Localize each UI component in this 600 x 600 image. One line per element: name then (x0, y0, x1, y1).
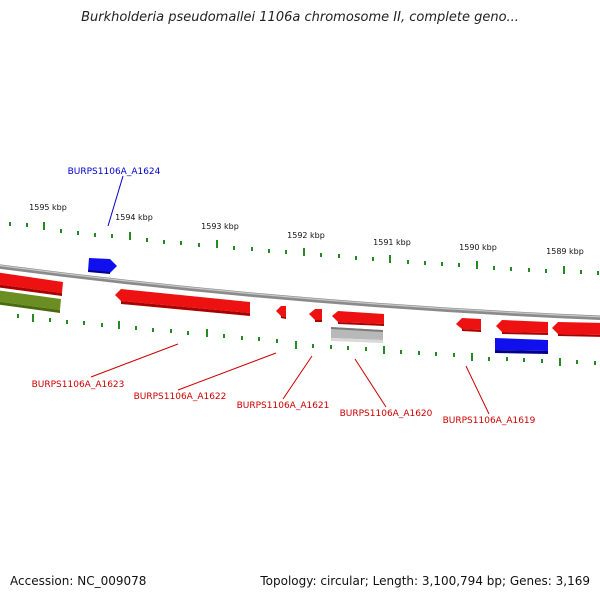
tick-label: 1592 kbp (287, 231, 325, 240)
tick-label: 1595 kbp (29, 203, 67, 212)
leader-line-a1624 (107, 175, 124, 227)
pseudo-gene[interactable] (331, 327, 383, 343)
gene-red-right-1[interactable] (496, 320, 548, 335)
genome-summary-text: Topology: circular; Length: 3,100,794 bp… (260, 574, 590, 588)
tick-label: 1594 kbp (115, 213, 153, 222)
gene-blue-lower[interactable] (495, 338, 548, 354)
gene-burps1106a-a1623[interactable] (115, 289, 250, 316)
gene-burps1106a-a1619[interactable] (456, 318, 481, 332)
chromosome-backbone (0, 264, 600, 321)
tick-labels: 1595 kbp 1594 kbp 1593 kbp 1592 kbp 1591… (29, 203, 584, 256)
tick-label: 1590 kbp (459, 243, 497, 252)
leader-line-a1621 (282, 355, 313, 400)
gene-left-edge[interactable] (0, 272, 63, 296)
gene-burps1106a-a1620[interactable] (332, 311, 384, 326)
inner-tick-row (17, 314, 596, 366)
outer-tick-row (9, 222, 599, 275)
gene-burps1106a-a1624[interactable] (88, 258, 117, 274)
leader-line-a1623 (90, 343, 179, 378)
gene-label-a1624[interactable]: BURPS1106A_A1624 (68, 167, 161, 177)
tick-label: 1589 kbp (546, 247, 584, 256)
gene-label-a1620[interactable]: BURPS1106A_A1620 (340, 409, 433, 419)
leader-line-a1620 (354, 358, 387, 408)
tick-label: 1591 kbp (373, 238, 411, 247)
gene-burps1106a-a1622[interactable] (276, 306, 286, 319)
leader-line-a1619 (465, 365, 490, 415)
gene-label-a1622[interactable]: BURPS1106A_A1622 (134, 392, 227, 402)
gene-label-a1621[interactable]: BURPS1106A_A1621 (237, 401, 330, 411)
gene-burps1106a-a1621[interactable] (309, 309, 322, 322)
map-title: Burkholderia pseudomallei 1106a chromoso… (81, 10, 519, 25)
chromosome-backbone-highlight (0, 265, 600, 318)
accession-text: Accession: NC_009078 (10, 574, 147, 588)
rna-gene[interactable] (0, 290, 61, 313)
leader-line-a1622 (177, 352, 277, 391)
gene-label-a1619[interactable]: BURPS1106A_A1619 (443, 416, 536, 426)
tick-label: 1593 kbp (201, 222, 239, 231)
gene-red-right-2[interactable] (552, 322, 600, 337)
gene-label-a1623[interactable]: BURPS1106A_A1623 (32, 380, 125, 390)
